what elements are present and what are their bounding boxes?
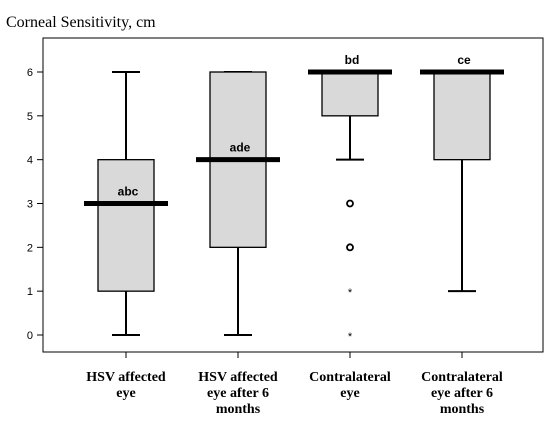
y-tick-label: 6 xyxy=(27,67,33,79)
chart-title: Corneal Sensitivity, cm xyxy=(6,14,156,31)
extreme-point: * xyxy=(348,287,353,299)
significance-annotation: ce xyxy=(457,53,471,67)
x-category-label: Contralateral xyxy=(309,370,391,385)
y-tick-label: 5 xyxy=(27,111,33,123)
box xyxy=(433,71,491,161)
y-tick-label: 3 xyxy=(27,199,33,211)
box xyxy=(321,71,379,117)
x-category-label: eye after 6 xyxy=(431,386,493,401)
y-tick-label: 4 xyxy=(27,155,33,167)
box xyxy=(97,159,155,292)
x-category-label: eye xyxy=(116,386,135,401)
y-tick-label: 1 xyxy=(27,286,33,298)
x-category-label: Contralateral xyxy=(421,370,503,385)
x-category-label: months xyxy=(216,402,261,417)
y-tick-label: 2 xyxy=(27,242,33,254)
significance-annotation: abc xyxy=(118,185,139,199)
outlier-point xyxy=(346,243,354,252)
x-category-label: HSV affected xyxy=(198,370,278,385)
significance-annotation: bd xyxy=(345,53,360,67)
x-category-label: months xyxy=(440,402,485,417)
x-category-label: HSV affected xyxy=(86,370,166,385)
y-tick-label: 0 xyxy=(27,330,33,342)
plot-frame xyxy=(42,37,544,353)
x-category-label: eye after 6 xyxy=(207,386,269,401)
extreme-point: * xyxy=(348,331,353,343)
significance-annotation: ade xyxy=(230,141,251,155)
x-category-label: eye xyxy=(340,386,359,401)
outlier-point xyxy=(346,199,354,208)
